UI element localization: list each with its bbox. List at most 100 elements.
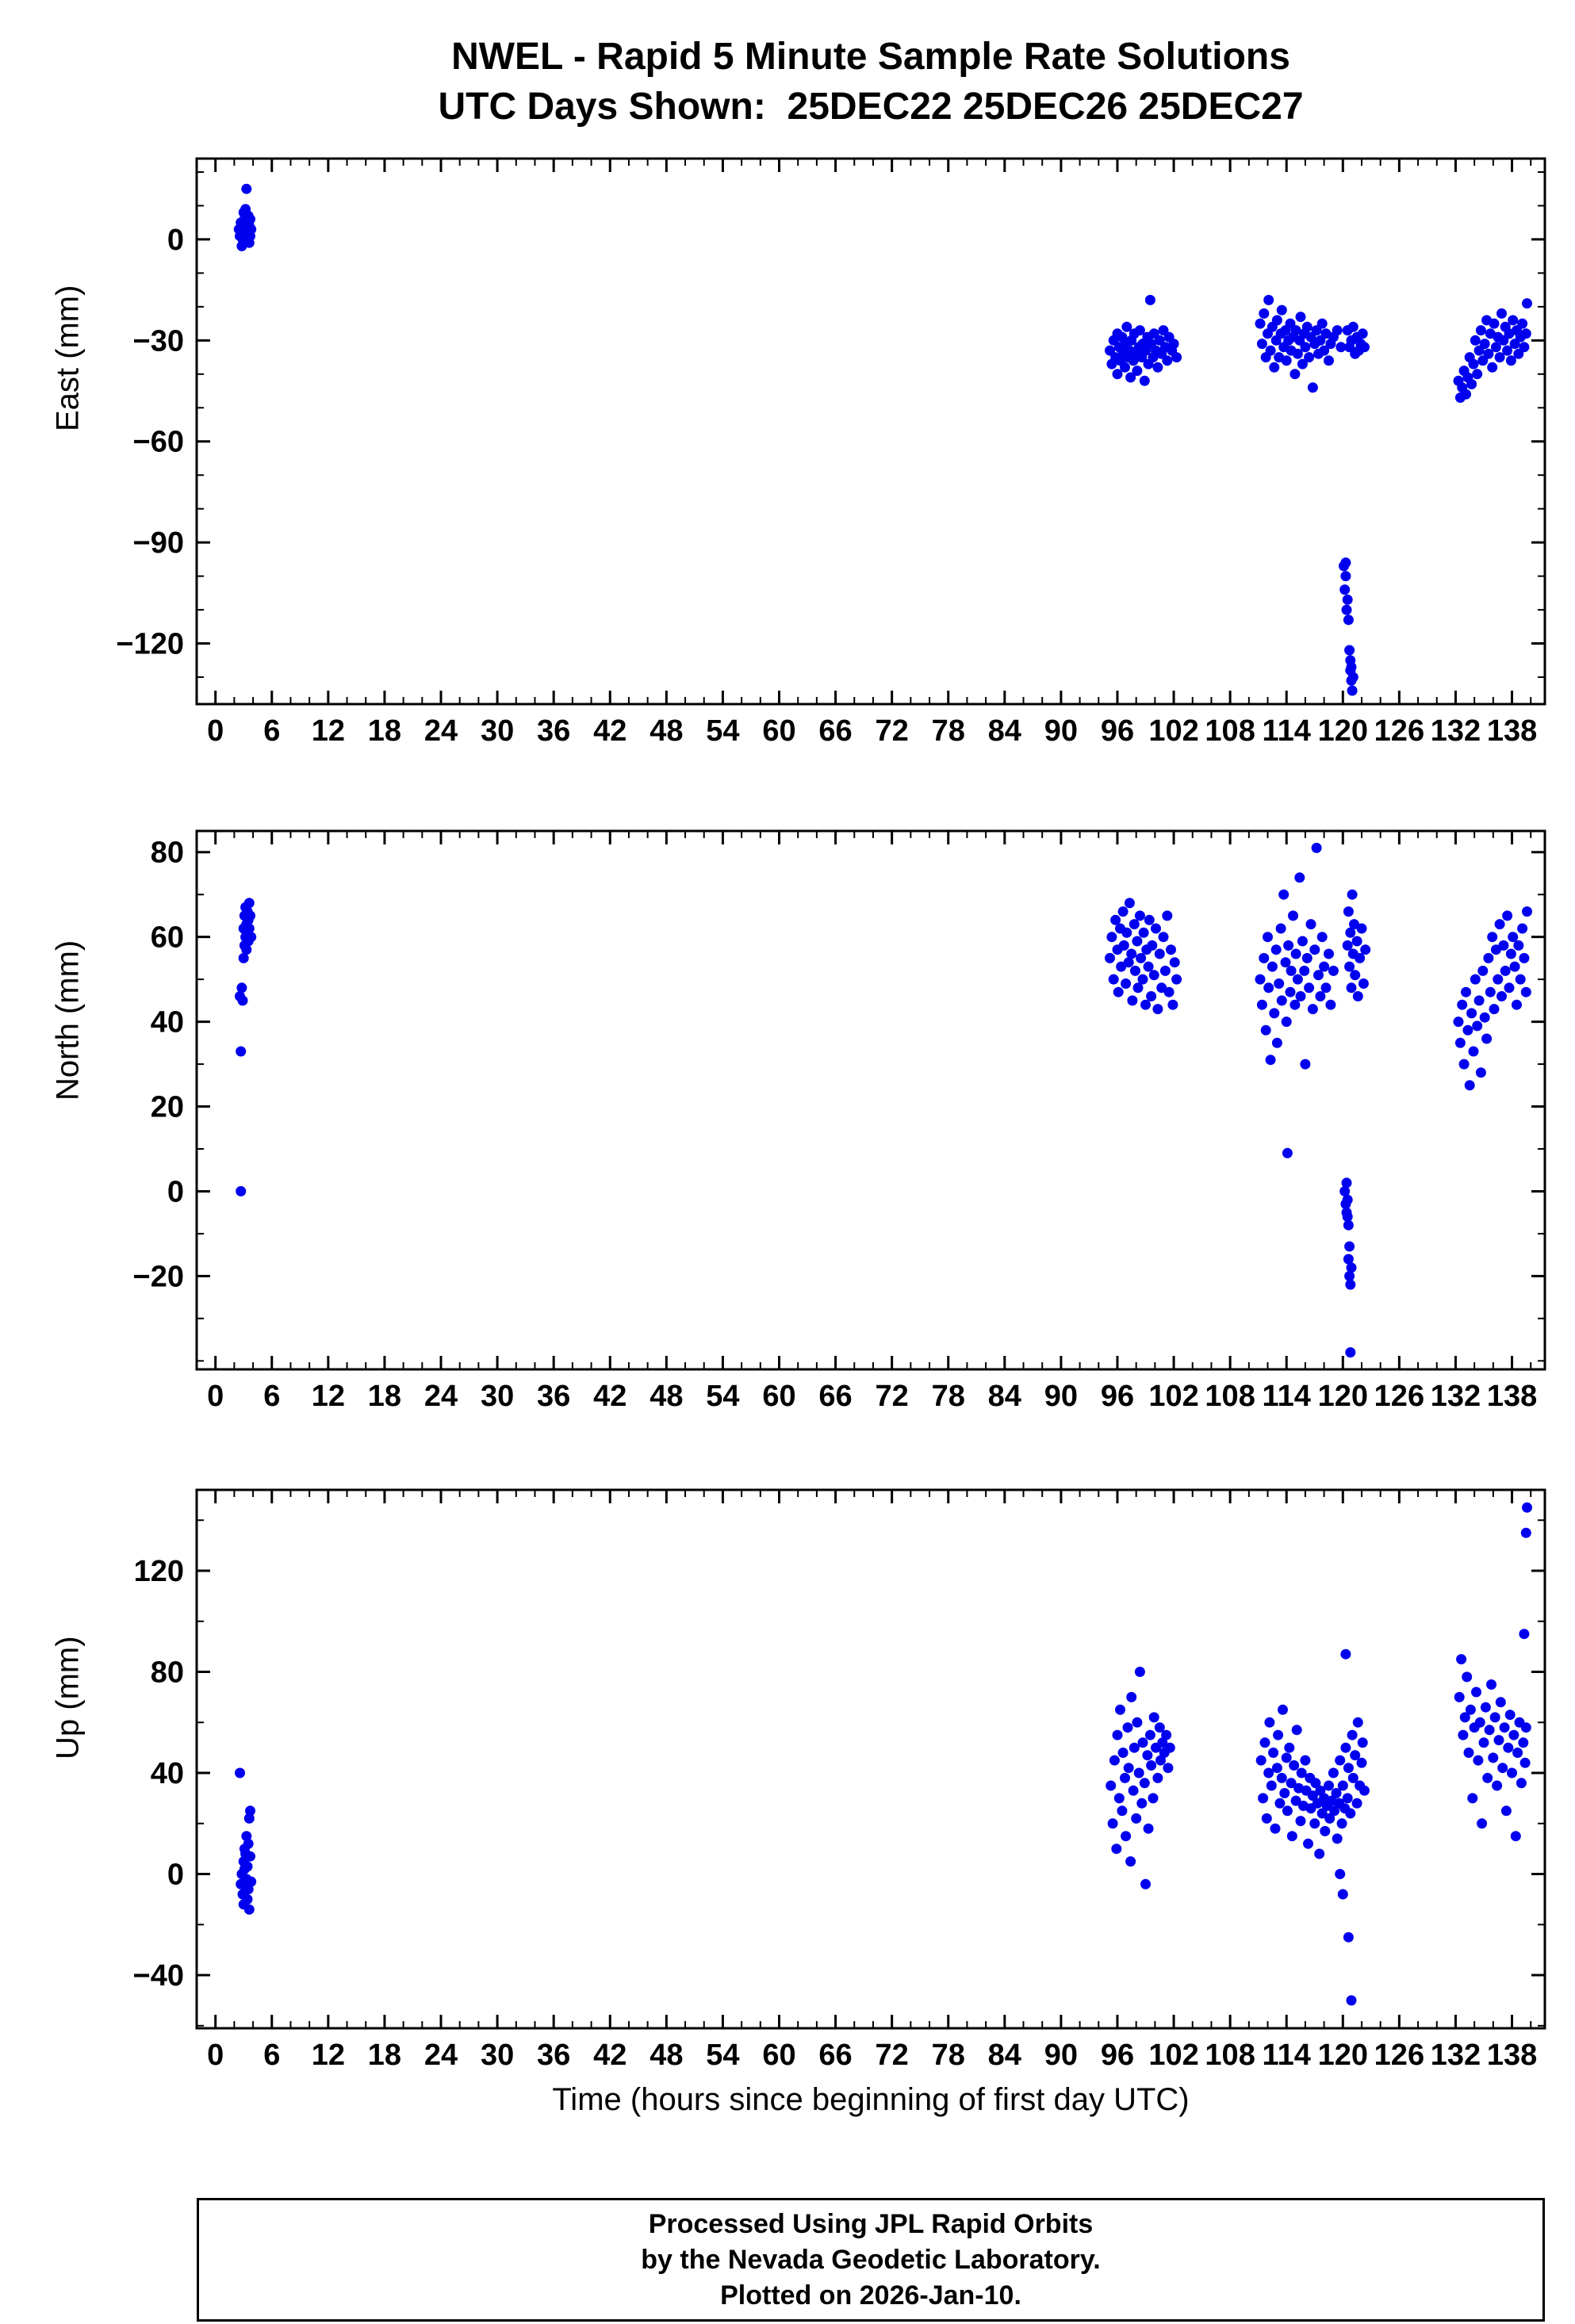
x-tick-label: 102 <box>1148 714 1198 748</box>
data-point <box>1275 923 1286 934</box>
data-point <box>245 213 255 224</box>
data-point <box>1263 294 1274 305</box>
x-tick-label: 138 <box>1487 2039 1537 2072</box>
data-point <box>1300 1059 1311 1070</box>
data-point <box>1508 932 1519 943</box>
data-point <box>1520 1527 1531 1538</box>
y-tick-label: 0 <box>167 1859 184 1892</box>
data-point <box>1143 1823 1154 1834</box>
data-point <box>1516 1778 1527 1789</box>
data-point <box>1483 348 1494 359</box>
data-point <box>1320 1825 1331 1836</box>
data-point <box>1132 366 1143 377</box>
data-point <box>1324 1780 1334 1791</box>
x-tick-label: 36 <box>537 714 570 748</box>
data-point <box>1136 1798 1148 1809</box>
data-point <box>1271 1037 1282 1048</box>
data-point <box>1347 1729 1358 1740</box>
data-point <box>236 1046 247 1057</box>
data-point <box>1324 355 1334 366</box>
x-tick-label: 126 <box>1374 2039 1424 2072</box>
data-point <box>1360 944 1371 955</box>
y-tick-label: −60 <box>133 426 184 459</box>
data-point <box>1342 940 1353 951</box>
data-point <box>1496 308 1507 319</box>
data-point <box>246 1876 257 1887</box>
data-point <box>1320 982 1332 994</box>
data-point <box>1136 952 1147 963</box>
data-point <box>1498 335 1509 346</box>
data-point <box>1319 961 1330 972</box>
data-point <box>1505 948 1516 959</box>
data-point <box>1311 842 1322 853</box>
data-point <box>1132 936 1143 947</box>
data-point <box>1490 342 1501 353</box>
data-point <box>1282 1147 1293 1158</box>
data-point <box>1304 982 1315 994</box>
x-tick-label: 42 <box>593 714 627 748</box>
data-point <box>1307 1790 1318 1801</box>
data-point <box>1335 1755 1346 1766</box>
data-point <box>1473 1755 1484 1766</box>
data-point <box>1343 906 1354 917</box>
x-tick-label: 90 <box>1044 714 1078 748</box>
data-point <box>1307 1004 1318 1015</box>
x-tick-label: 78 <box>932 2039 965 2072</box>
data-point <box>1470 335 1481 346</box>
data-point <box>1351 936 1362 947</box>
x-tick-label: 72 <box>876 714 909 748</box>
data-point <box>1127 995 1138 1006</box>
data-point <box>1519 1757 1531 1768</box>
y-tick-label: 60 <box>151 921 184 955</box>
data-point <box>1303 1838 1313 1849</box>
data-point <box>1331 1788 1342 1798</box>
data-point <box>1148 1712 1159 1723</box>
data-point <box>1290 999 1301 1010</box>
data-point <box>245 910 255 921</box>
data-point <box>1340 571 1351 582</box>
data-point <box>1502 910 1513 921</box>
data-point <box>1146 991 1157 1001</box>
x-tick-label: 48 <box>650 2039 683 2072</box>
data-point <box>1522 298 1532 309</box>
y-tick-label: −90 <box>133 526 184 560</box>
data-point <box>1474 1717 1485 1728</box>
data-point <box>245 1805 255 1817</box>
data-point <box>1123 1763 1134 1774</box>
data-point <box>1122 1722 1133 1733</box>
data-point <box>1157 1737 1168 1748</box>
data-point <box>1358 978 1369 989</box>
data-point <box>1470 974 1481 985</box>
data-point <box>1168 339 1179 350</box>
x-tick-label: 24 <box>424 714 458 748</box>
north-plot-frame <box>195 829 1546 1371</box>
data-point <box>1304 352 1315 363</box>
data-point <box>1475 1067 1486 1078</box>
data-point <box>1454 1037 1466 1048</box>
data-point <box>1458 1729 1469 1740</box>
x-tick-label: 18 <box>368 2039 401 2072</box>
data-point <box>1290 1795 1301 1806</box>
data-point <box>1345 1279 1356 1290</box>
data-point <box>1332 1833 1343 1844</box>
data-point <box>241 183 252 194</box>
x-tick-label: 78 <box>932 1380 965 1413</box>
data-point <box>1131 1813 1142 1824</box>
data-point <box>1328 1767 1339 1778</box>
data-point <box>1282 1805 1293 1817</box>
data-point <box>1148 328 1159 339</box>
data-point <box>1337 1889 1348 1900</box>
x-tick-label: 36 <box>537 1380 570 1413</box>
x-tick-label: 96 <box>1101 2039 1134 2072</box>
data-point <box>1290 369 1301 380</box>
data-point <box>1159 965 1171 976</box>
data-point <box>1346 982 1357 994</box>
data-point <box>1519 952 1530 963</box>
data-point <box>1462 1671 1473 1683</box>
data-point <box>1347 672 1358 683</box>
data-point <box>1513 348 1524 359</box>
data-point <box>1495 1697 1506 1708</box>
data-point <box>1352 1717 1363 1728</box>
data-point <box>1342 1212 1353 1222</box>
data-point <box>1164 1742 1175 1753</box>
